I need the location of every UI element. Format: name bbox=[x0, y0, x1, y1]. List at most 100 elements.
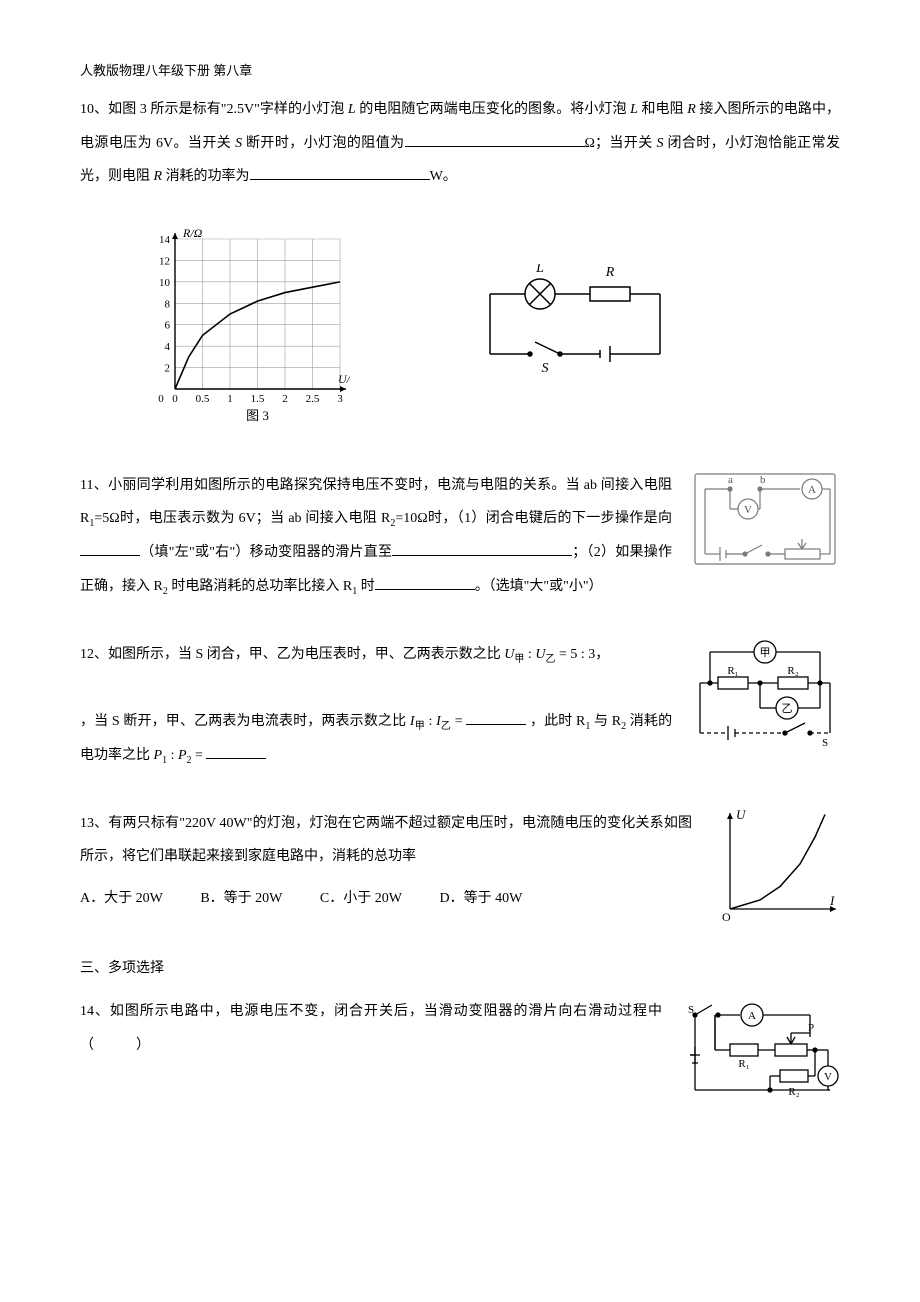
svg-text:U: U bbox=[736, 807, 747, 822]
q10-t5: 断开时，小灯泡的阻值为 bbox=[242, 136, 404, 151]
svg-text:R/Ω: R/Ω bbox=[182, 226, 203, 240]
q14-P: P bbox=[808, 1022, 814, 1034]
svg-text:1: 1 bbox=[227, 393, 233, 405]
q10-text: 10、如图 3 所示是标有"2.5V"字样的小灯泡 L 的电阻随它两端电压变化的… bbox=[80, 93, 840, 194]
q12-r3a: P bbox=[154, 748, 163, 763]
q10-t2: 的电阻随它两端电压变化的图象。将小灯泡 bbox=[356, 102, 630, 117]
q13-block: 13、有两只标有"220V 40W"的灯泡，灯泡在它两端不超过额定电压时，电流随… bbox=[80, 807, 692, 924]
q12-circuit: 甲 乙 R₁ R₂ S bbox=[690, 638, 840, 753]
q11-A: A bbox=[808, 484, 816, 496]
q13-options: A．大于 20W B．等于 20W C．小于 20W D．等于 40W bbox=[80, 882, 692, 916]
q12-r3s2: 2 bbox=[187, 755, 192, 766]
svg-text:14: 14 bbox=[159, 234, 171, 246]
q10-circ-R: R bbox=[605, 265, 615, 280]
q14-A: A bbox=[748, 1010, 756, 1022]
q10-S2: S bbox=[657, 136, 664, 151]
q13-optA: A．大于 20W bbox=[80, 882, 163, 916]
q12-colon1: : bbox=[528, 647, 532, 662]
q12-colon3: : bbox=[171, 748, 175, 763]
q12-S: S bbox=[822, 737, 828, 748]
svg-text:6: 6 bbox=[165, 319, 171, 331]
q12-R2: R₂ bbox=[787, 665, 798, 677]
svg-text:2.5: 2.5 bbox=[306, 393, 320, 405]
svg-text:8: 8 bbox=[165, 298, 171, 310]
q10-u1: Ω；当开关 bbox=[585, 136, 657, 151]
q12-r2eq: = bbox=[455, 714, 463, 729]
q12-colon2: : bbox=[429, 714, 433, 729]
q11-t1c: =10Ω时，（1）闭合电键后的下一步操作是向 bbox=[395, 511, 672, 526]
svg-text:2: 2 bbox=[165, 362, 171, 374]
q11-t1b: =5Ω时，电压表示数为 6V；当 ab 间接入电阻 R bbox=[94, 511, 390, 526]
q10-L2: L bbox=[630, 102, 638, 117]
q10-L1: L bbox=[348, 102, 356, 117]
q10-R2: R bbox=[154, 169, 163, 184]
q12-t3b: 与 R bbox=[590, 714, 621, 729]
q10-circuit: L R S bbox=[470, 264, 680, 389]
q14-V: V bbox=[824, 1071, 832, 1083]
q11-a: a bbox=[728, 474, 733, 486]
q12-r2s2: 乙 bbox=[441, 721, 451, 732]
svg-text:0.5: 0.5 bbox=[196, 393, 210, 405]
q10-t3: 和电阻 bbox=[638, 102, 687, 117]
q10-R1: R bbox=[687, 102, 696, 117]
q12-R1: R₁ bbox=[727, 665, 738, 677]
svg-text:10: 10 bbox=[159, 277, 171, 289]
section3-title: 三、多项选择 bbox=[80, 952, 840, 986]
q12-r3s1: 1 bbox=[162, 755, 167, 766]
svg-text:I: I bbox=[829, 893, 835, 908]
svg-text:3: 3 bbox=[337, 393, 343, 405]
q12-comma1: ， bbox=[595, 647, 609, 662]
q14-R2: R₂ bbox=[788, 1086, 799, 1098]
svg-text:4: 4 bbox=[165, 341, 171, 353]
q10-u2: W。 bbox=[430, 169, 457, 184]
q10-blank2 bbox=[250, 165, 430, 180]
q14-R1: R₁ bbox=[738, 1058, 749, 1070]
q12-t3: ，此时 R bbox=[530, 714, 585, 729]
q12-t2: ，当 S 断开，甲、乙两表为电流表时，两表示数之比 bbox=[80, 714, 406, 729]
q11-t2: （填"左"或"右"）移动变阻器的滑片直至 bbox=[140, 545, 392, 560]
q11-blank3 bbox=[375, 575, 475, 590]
q10-circ-L: L bbox=[535, 264, 544, 276]
q14-S: S bbox=[688, 1004, 694, 1016]
q12-yi: 乙 bbox=[782, 702, 793, 715]
q13-optB: B．等于 20W bbox=[200, 882, 282, 916]
q12-text: 12、如图所示，当 S 闭合，甲、乙为电压表时，甲、乙两表示数之比 U甲 : U… bbox=[80, 638, 672, 773]
q13-optD: D．等于 40W bbox=[439, 882, 522, 916]
q14-text: 14、如图所示电路中，电源电压不变，闭合开关后，当滑动变阻器的滑片向右滑动过程中… bbox=[80, 995, 662, 1062]
q12-r1r: = 5 : 3 bbox=[559, 647, 595, 662]
q14-circuit: S A P R₁ R₂ V bbox=[680, 995, 840, 1110]
q11-t3b: 时电路消耗的总功率比接入 R bbox=[168, 579, 352, 594]
q11-blank2 bbox=[392, 541, 572, 556]
q11-blank1 bbox=[80, 541, 140, 556]
q13-chart: UIO bbox=[710, 807, 840, 932]
q11-t3c: 时 bbox=[357, 579, 375, 594]
q11-circuit: a b A V bbox=[690, 469, 840, 574]
q10-blank1 bbox=[405, 132, 585, 147]
svg-text:图 3: 图 3 bbox=[246, 408, 269, 423]
svg-text:0: 0 bbox=[158, 393, 164, 405]
svg-text:1.5: 1.5 bbox=[251, 393, 265, 405]
q13-text: 13、有两只标有"220V 40W"的灯泡，灯泡在它两端不超过额定电压时，电流随… bbox=[80, 807, 692, 874]
svg-text:U/V: U/V bbox=[338, 372, 350, 386]
q10-t1: 10、如图 3 所示是标有"2.5V"字样的小灯泡 bbox=[80, 102, 348, 117]
svg-text:2: 2 bbox=[282, 393, 288, 405]
q12-t1: 12、如图所示，当 S 闭合，甲、乙为电压表时，甲、乙两表示数之比 bbox=[80, 647, 501, 662]
page-header: 人教版物理八年级下册 第八章 bbox=[80, 60, 840, 79]
q12-r1a: U bbox=[504, 647, 514, 662]
q11-b: b bbox=[760, 474, 766, 486]
q12-r1s1: 甲 bbox=[514, 653, 524, 664]
q12-blank1 bbox=[466, 710, 526, 725]
q10-chart: 0 0.5 1 1.5 2 2.5 3 2 4 6 8 10 12 14 0 R/Ω U/V 图 3 bbox=[140, 224, 350, 429]
svg-text:12: 12 bbox=[159, 255, 170, 267]
q11-text: 11、小丽同学利用如图所示的电路探究保持电压不变时，电流与电阻的关系。当 ab … bbox=[80, 469, 672, 604]
q11-t4: 。（选填"大"或"小"） bbox=[475, 579, 603, 594]
q12-r1s2: 乙 bbox=[545, 653, 555, 664]
q10-t7: 消耗的功率为 bbox=[162, 169, 250, 184]
q10-circ-S: S bbox=[542, 361, 549, 376]
q13-optC: C．小于 20W bbox=[320, 882, 402, 916]
q11-V: V bbox=[744, 504, 752, 516]
q12-r1b: U bbox=[535, 647, 545, 662]
q12-blank2 bbox=[206, 744, 266, 759]
svg-text:0: 0 bbox=[172, 393, 178, 405]
q12-jia: 甲 bbox=[760, 647, 771, 659]
